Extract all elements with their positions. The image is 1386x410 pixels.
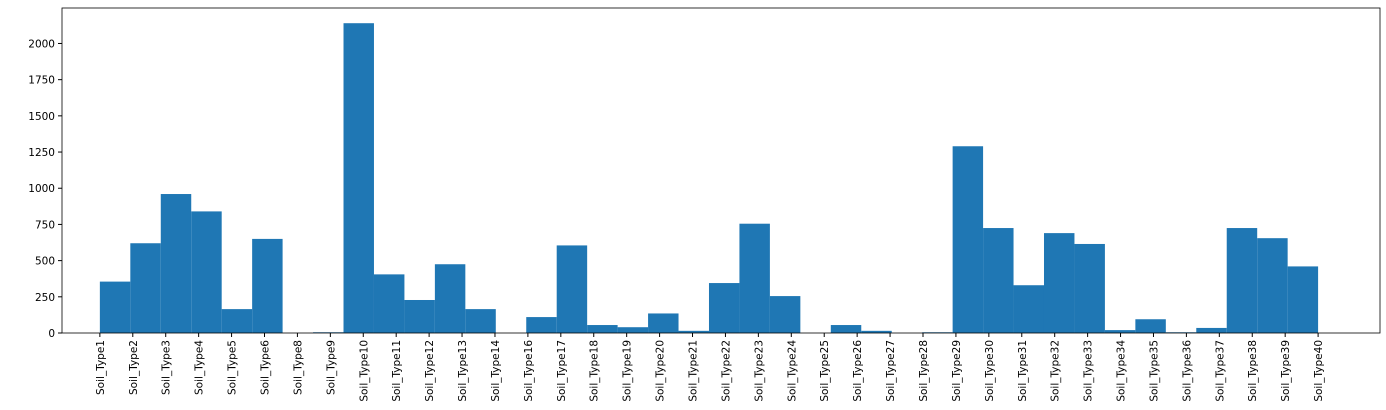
x-tick-label: Soil_Type24 — [786, 340, 798, 402]
x-tick-label: Soil_Type38 — [1247, 340, 1259, 402]
bar — [404, 299, 435, 333]
x-tick-label: Soil_Type27 — [885, 340, 897, 402]
x-tick-label: Soil_Type14 — [490, 340, 502, 402]
x-tick-label: Soil_Type12 — [424, 340, 436, 402]
bar — [1257, 238, 1288, 333]
bar — [1196, 327, 1227, 333]
x-tick-label: Soil_Type17 — [556, 340, 568, 402]
x-tick-label: Soil_Type1 — [95, 340, 107, 395]
x-tick-label: Soil_Type21 — [688, 340, 700, 402]
x-tick-label: Soil_Type26 — [852, 340, 864, 402]
x-tick-label: Soil_Type37 — [1214, 340, 1226, 402]
bar — [648, 313, 679, 333]
bar — [708, 283, 740, 333]
y-tick-label: 1500 — [28, 111, 55, 123]
bar — [1226, 228, 1258, 333]
plot-frame — [61, 7, 1381, 334]
bar — [1074, 243, 1105, 333]
bar — [465, 309, 496, 333]
x-tick-label: Soil_Type28 — [918, 340, 930, 402]
x-tick-label: Soil_Type9 — [325, 340, 337, 395]
x-tick-label: Soil_Type23 — [753, 340, 765, 402]
x-tick-label: Soil_Type29 — [951, 340, 963, 402]
x-tick-label: Soil_Type31 — [1017, 340, 1029, 402]
x-tick-label: Soil_Type16 — [523, 340, 535, 402]
x-tick-label: Soil_Type32 — [1050, 340, 1062, 402]
bar — [1135, 319, 1166, 333]
bar — [952, 146, 984, 333]
x-tick-label: Soil_Type33 — [1083, 340, 1095, 402]
x-tick-label: Soil_Type13 — [457, 340, 469, 402]
bar — [861, 330, 892, 333]
bar — [130, 243, 161, 333]
x-tick-label: Soil_Type10 — [358, 340, 370, 402]
bar — [526, 317, 557, 333]
x-tick-label: Soil_Type35 — [1148, 340, 1160, 402]
x-tick-label: Soil_Type11 — [391, 340, 403, 402]
x-tick-label: Soil_Type19 — [622, 340, 634, 402]
x-tick-label: Soil_Type25 — [819, 340, 831, 402]
x-tick-label: Soil_Type3 — [161, 340, 173, 395]
bar — [1043, 233, 1075, 333]
bar — [983, 228, 1014, 333]
bar — [434, 264, 466, 333]
x-tick-label: Soil_Type8 — [292, 340, 304, 395]
bar — [373, 274, 405, 333]
x-tick-label: Soil_Type18 — [589, 340, 601, 402]
x-tick-label: Soil_Type36 — [1181, 340, 1193, 402]
y-tick-label: 500 — [35, 256, 55, 268]
y-tick-label: 750 — [35, 219, 55, 231]
bar — [678, 330, 709, 333]
x-tick-label: Soil_Type6 — [259, 340, 271, 395]
y-tick-label: 0 — [48, 328, 55, 340]
bar — [587, 325, 618, 333]
x-tick-label: Soil_Type20 — [655, 340, 667, 402]
bar — [556, 245, 588, 333]
y-tick-label: 2000 — [28, 38, 55, 50]
bar — [739, 223, 770, 333]
bar — [160, 194, 192, 333]
bar — [191, 211, 222, 333]
y-tick-label: 1000 — [28, 183, 55, 195]
x-tick-label: Soil_Type2 — [128, 340, 140, 395]
bar — [221, 309, 253, 333]
bar — [343, 23, 374, 334]
x-tick-label: Soil_Type30 — [984, 340, 996, 402]
x-tick-label: Soil_Type22 — [720, 340, 732, 402]
y-tick-label: 1750 — [28, 75, 55, 87]
bar — [1287, 266, 1319, 333]
x-tick-label: Soil_Type34 — [1116, 340, 1128, 402]
bar — [769, 296, 801, 333]
x-tick-label: Soil_Type5 — [227, 340, 239, 395]
y-tick-label: 1250 — [28, 147, 55, 159]
bar — [1104, 330, 1136, 333]
bar — [1013, 285, 1044, 333]
x-tick-label: Soil_Type40 — [1313, 340, 1325, 402]
bar — [617, 327, 649, 333]
y-tick-label: 250 — [35, 292, 55, 304]
bar — [830, 325, 862, 333]
x-tick-label: Soil_Type4 — [194, 340, 206, 395]
bar — [99, 281, 131, 333]
x-tick-label: Soil_Type39 — [1280, 340, 1292, 402]
bar — [252, 238, 283, 333]
